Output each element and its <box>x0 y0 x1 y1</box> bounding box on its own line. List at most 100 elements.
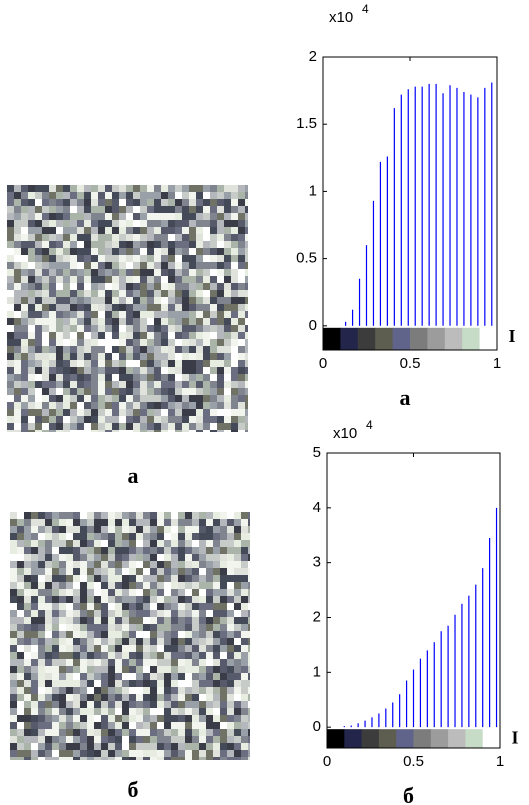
noise-pixel <box>35 430 42 432</box>
noise-pixel <box>66 561 73 568</box>
noise-pixel <box>108 680 115 687</box>
noise-pixel <box>231 255 238 262</box>
noise-pixel <box>143 575 150 582</box>
noise-pixel <box>126 374 133 381</box>
noise-pixel <box>66 694 73 701</box>
noise-pixel <box>171 540 178 547</box>
noise-pixel <box>66 568 73 575</box>
noise-pixel <box>14 199 21 206</box>
noise-pixel <box>52 575 59 582</box>
noise-pixel <box>213 757 220 760</box>
noise-pixel <box>31 708 38 715</box>
noise-pixel <box>185 645 192 652</box>
noise-pixel <box>24 575 31 582</box>
noise-pixel <box>94 589 101 596</box>
noise-pixel <box>94 722 101 729</box>
noise-pixel <box>119 367 126 374</box>
noise-pixel <box>196 227 203 234</box>
noise-pixel <box>115 512 122 519</box>
noise-pixel <box>77 220 84 227</box>
noise-pixel <box>178 575 185 582</box>
noise-pixel <box>7 262 14 269</box>
noise-pixel <box>192 561 199 568</box>
noise-pixel <box>129 596 136 603</box>
noise-pixel <box>7 283 14 290</box>
noise-pixel <box>178 652 185 659</box>
noise-pixel <box>80 547 87 554</box>
noise-pixel <box>80 673 87 680</box>
noise-pixel <box>136 624 143 631</box>
noise-pixel <box>59 533 66 540</box>
noise-pixel <box>129 582 136 589</box>
noise-pixel <box>115 729 122 736</box>
noise-pixel <box>31 694 38 701</box>
noise-pixel <box>21 199 28 206</box>
noise-pixel <box>206 519 213 526</box>
noise-pixel <box>91 255 98 262</box>
noise-pixel <box>10 687 17 694</box>
noise-pixel <box>35 346 42 353</box>
noise-pixel <box>203 213 210 220</box>
noise-pixel <box>94 666 101 673</box>
noise-pixel <box>220 715 227 722</box>
noise-pixel <box>94 617 101 624</box>
noise-pixel <box>56 276 63 283</box>
noise-pixel <box>31 596 38 603</box>
noise-pixel <box>70 367 77 374</box>
noise-pixel <box>38 631 45 638</box>
noise-pixel <box>136 596 143 603</box>
noise-pixel <box>210 192 217 199</box>
noise-pixel <box>182 388 189 395</box>
noise-pixel <box>133 234 140 241</box>
noise-pixel <box>7 381 14 388</box>
noise-pixel <box>178 512 185 519</box>
noise-pixel <box>238 185 245 192</box>
noise-pixel <box>196 402 203 409</box>
colorbar-cell <box>327 729 345 748</box>
noise-pixel <box>213 512 220 519</box>
noise-pixel <box>171 743 178 750</box>
noise-pixel <box>31 610 38 617</box>
noise-pixel <box>224 206 231 213</box>
noise-pixel <box>126 241 133 248</box>
noise-pixel <box>231 304 238 311</box>
noise-pixel <box>77 332 84 339</box>
noise-pixel <box>98 346 105 353</box>
noise-pixel <box>7 402 14 409</box>
noise-pixel <box>35 241 42 248</box>
noise-pixel <box>108 666 115 673</box>
noise-pixel <box>31 512 38 519</box>
noise-pixel <box>220 526 227 533</box>
noise-pixel <box>122 568 129 575</box>
noise-pixel <box>31 589 38 596</box>
noise-pixel <box>161 206 168 213</box>
noise-pixel <box>87 673 94 680</box>
noise-pixel <box>70 346 77 353</box>
noise-pixel <box>157 736 164 743</box>
noise-pixel <box>143 736 150 743</box>
noise-pixel <box>91 353 98 360</box>
noise-pixel <box>140 409 147 416</box>
noise-pixel <box>143 547 150 554</box>
noise-pixel <box>115 589 122 596</box>
noise-pixel <box>122 603 129 610</box>
noise-pixel <box>10 743 17 750</box>
noise-pixel <box>175 227 182 234</box>
noise-pixel <box>66 554 73 561</box>
noise-pixel <box>38 575 45 582</box>
noise-pixel <box>94 757 101 760</box>
noise-pixel <box>129 526 136 533</box>
noise-pixel <box>206 638 213 645</box>
noise-pixel <box>157 652 164 659</box>
noise-pixel <box>28 395 35 402</box>
noise-pixel <box>35 325 42 332</box>
noise-pixel <box>161 360 168 367</box>
noise-pixel <box>154 248 161 255</box>
noise-pixel <box>248 631 250 638</box>
noise-pixel <box>63 283 70 290</box>
noise-pixel <box>28 423 35 430</box>
noise-pixel <box>231 353 238 360</box>
noise-pixel <box>238 276 245 283</box>
noise-pixel <box>122 687 129 694</box>
noise-pixel <box>192 687 199 694</box>
